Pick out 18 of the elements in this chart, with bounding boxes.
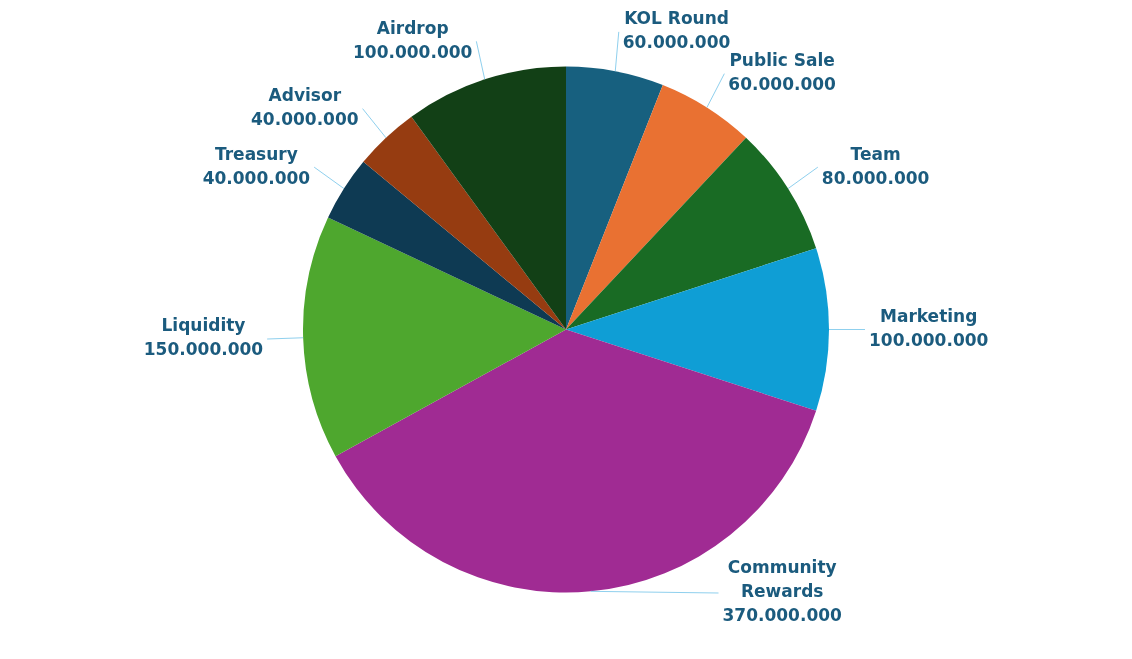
data-label: 60.000.000 <box>728 74 837 95</box>
data-label: 100.000.000 <box>352 41 473 62</box>
slice-label: Community Rewards <box>727 557 837 602</box>
slice-label: Treasury <box>214 143 298 164</box>
slice-label: KOL Round <box>624 8 729 29</box>
slice-label: Airdrop <box>376 17 449 38</box>
data-label: 370.000.000 <box>722 605 843 626</box>
slice-label: Advisor <box>268 85 342 106</box>
data-label: 80.000.000 <box>821 167 930 188</box>
data-label: 40.000.000 <box>202 167 311 188</box>
slice-label: Public Sale <box>729 50 835 71</box>
data-label: 40.000.000 <box>251 109 359 130</box>
slice-label: Team <box>850 143 901 164</box>
data-label: 100.000.000 <box>869 329 989 350</box>
data-label: 150.000.000 <box>143 339 264 360</box>
data-label: 60.000.000 <box>622 32 731 53</box>
slice-label: Marketing <box>879 305 978 326</box>
slice-label: Liquidity <box>161 315 246 336</box>
